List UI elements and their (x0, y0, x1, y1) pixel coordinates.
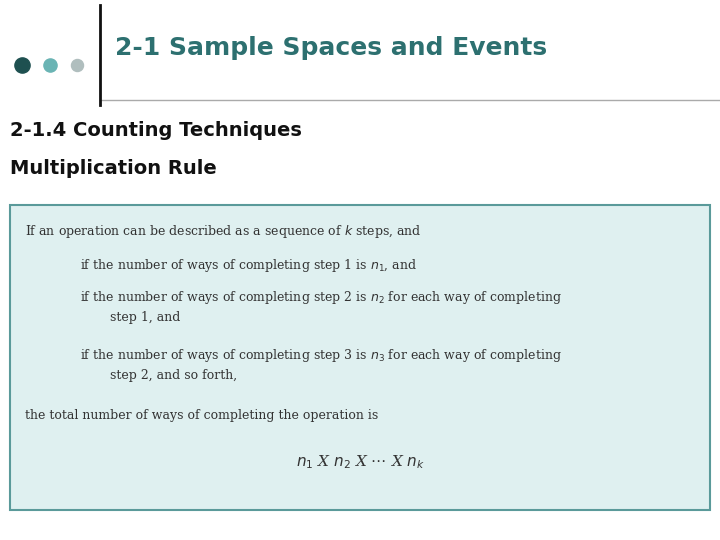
Text: if the number of ways of completing step 1 is $n_1$, and: if the number of ways of completing step… (80, 256, 417, 273)
Text: the total number of ways of completing the operation is: the total number of ways of completing t… (25, 408, 378, 422)
Text: step 2, and so forth,: step 2, and so forth, (110, 368, 237, 381)
Text: if the number of ways of completing step 3 is $n_3$ for each way of completing: if the number of ways of completing step… (80, 347, 562, 363)
Text: if the number of ways of completing step 2 is $n_2$ for each way of completing: if the number of ways of completing step… (80, 289, 562, 307)
Text: step 1, and: step 1, and (110, 312, 181, 325)
Text: $n_1$ X $n_2$ X $\cdots$ X $n_k$: $n_1$ X $n_2$ X $\cdots$ X $n_k$ (295, 453, 425, 471)
Point (17, 60, 28, 69)
Text: Multiplication Rule: Multiplication Rule (10, 159, 217, 178)
Text: If an operation can be described as a sequence of $k$ steps, and: If an operation can be described as a se… (25, 224, 422, 240)
Point (44, 60, 55, 69)
Text: 2-1.4 Counting Techniques: 2-1.4 Counting Techniques (10, 120, 302, 139)
FancyBboxPatch shape (10, 205, 710, 510)
Point (71, 60, 83, 69)
Text: 2-1 Sample Spaces and Events: 2-1 Sample Spaces and Events (115, 36, 547, 60)
